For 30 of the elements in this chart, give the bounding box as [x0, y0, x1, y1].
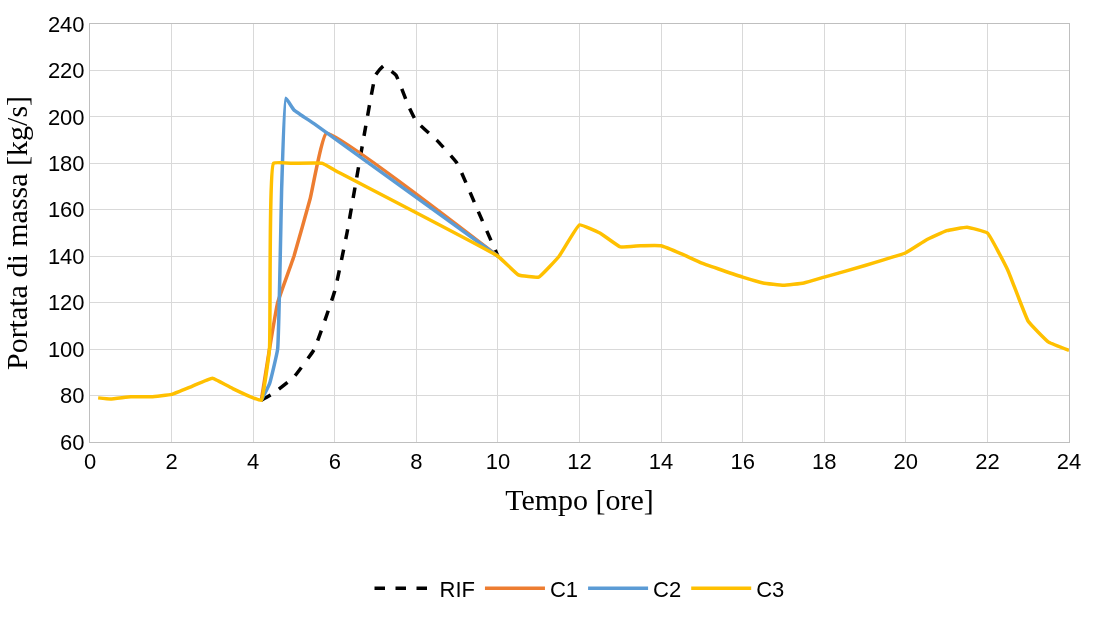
- y-tick-label: 240: [47, 11, 85, 37]
- y-tick-label: 220: [47, 58, 85, 84]
- y-tick-label: 80: [60, 383, 85, 409]
- x-tick-label: 12: [567, 449, 592, 475]
- x-tick-label: 18: [812, 449, 837, 475]
- x-axis-title: Tempo [ore]: [505, 482, 654, 516]
- y-axis-title: Portata di massa [kg/s]: [0, 95, 33, 371]
- legend-label: C3: [756, 576, 785, 602]
- x-tick-label: 14: [648, 449, 674, 475]
- y-tick-label: 140: [47, 243, 85, 269]
- x-tick-label: 0: [83, 449, 97, 475]
- x-tick-label: 10: [485, 449, 511, 475]
- x-tick-label: 8: [410, 449, 423, 475]
- x-tick-label: 16: [730, 449, 755, 475]
- y-tick-label: 60: [60, 429, 85, 455]
- x-tick-label: 22: [975, 449, 1000, 475]
- x-tick-label: 2: [165, 449, 178, 475]
- y-tick-label: 120: [47, 290, 85, 316]
- x-tick-label: 4: [247, 449, 260, 475]
- x-tick-label: 20: [893, 449, 919, 475]
- y-tick-label: 180: [47, 151, 85, 177]
- x-tick-label: 24: [1056, 449, 1082, 475]
- legend-label: C1: [549, 576, 579, 602]
- x-tick-label: 6: [328, 449, 341, 475]
- y-tick-label: 200: [47, 104, 85, 130]
- legend-label: C2: [653, 576, 682, 602]
- y-tick-label: 100: [47, 336, 85, 362]
- line-series: [96, 160, 1069, 402]
- y-tick-label: 160: [47, 197, 85, 223]
- legend-label: RIF: [439, 576, 475, 602]
